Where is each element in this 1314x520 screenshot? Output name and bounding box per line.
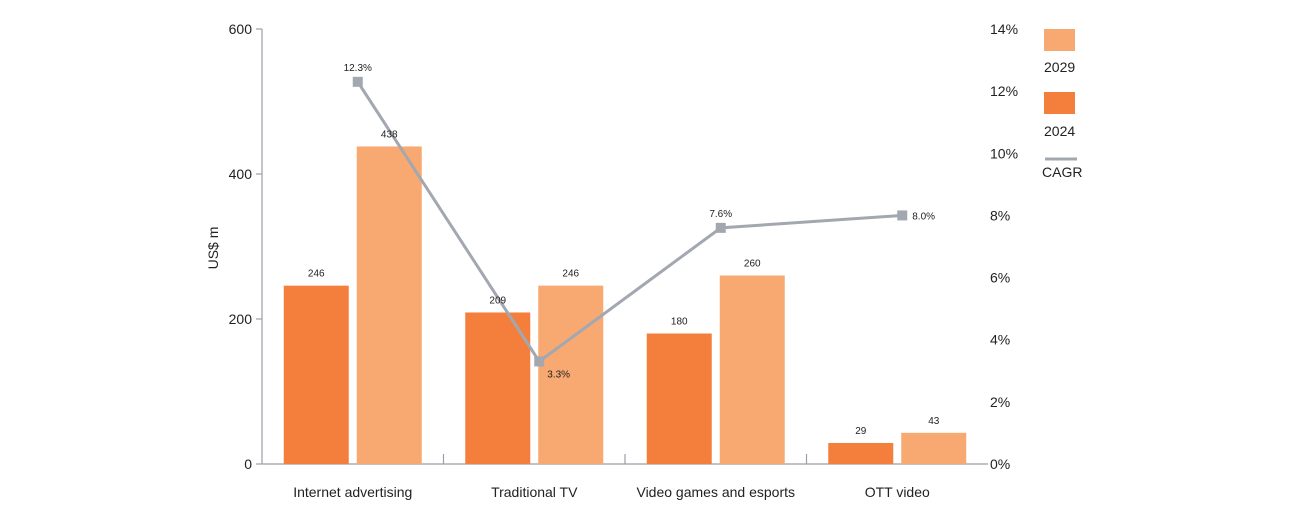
x-tick-label: Traditional TV [491, 484, 578, 500]
legend-label: 2024 [1044, 123, 1075, 139]
legend-swatch-2024 [1044, 92, 1075, 114]
x-tick-label: Internet advertising [293, 484, 412, 500]
cagr-line-layer [352, 76, 908, 367]
bar-2029 [538, 285, 604, 464]
bar-value-label: 29 [855, 426, 867, 437]
y2-tick-label: 4% [990, 332, 1010, 348]
y2-tick-label: 14% [990, 21, 1018, 37]
y2-tick-label: 6% [990, 270, 1010, 286]
cagr-line [356, 81, 903, 364]
bar-2024 [465, 312, 531, 464]
bar-value-label: 260 [744, 259, 761, 270]
bar-value-label: 246 [562, 269, 579, 280]
bar-2029 [719, 275, 785, 464]
y2-tick-label: 2% [990, 394, 1010, 410]
y-tick-label: 400 [229, 166, 253, 182]
cagr-value-label: 3.3% [547, 369, 570, 380]
bars [283, 146, 967, 464]
bar-2024 [283, 285, 349, 464]
y-axis-title: US$ m [205, 227, 221, 270]
bar-value-label: 180 [671, 317, 688, 328]
cagr-marker [352, 76, 363, 87]
cagr-value-label: 8.0% [912, 211, 935, 222]
y-tick-label: 0 [244, 456, 252, 472]
y2-tick-label: 12% [990, 83, 1018, 99]
bar-value-label: 438 [381, 129, 398, 140]
legend: 2029 2024 CAGR [1042, 29, 1082, 180]
bar-2029 [901, 432, 967, 464]
legend-swatch-2029 [1044, 29, 1075, 51]
bar-2024 [646, 333, 712, 464]
bar-value-label: 209 [489, 295, 506, 306]
bar-2024 [828, 442, 894, 464]
cagr-value-label: 7.6% [709, 209, 732, 220]
x-tick-label: OTT video [865, 484, 930, 500]
bar-value-label: 43 [928, 416, 940, 427]
cagr-marker [897, 210, 908, 221]
x-tick-label: Video games and esports [636, 484, 795, 500]
cagr-marker [715, 222, 726, 233]
legend-label: CAGR [1042, 164, 1082, 180]
y-tick-label: 200 [229, 311, 253, 327]
cagr-marker [534, 356, 545, 367]
y-tick-label: 600 [229, 21, 253, 37]
data-labels: 246 438 209 246 180 260 29 43 12.3% 3.3% 7.6% 8.0% [308, 63, 940, 437]
cagr-value-label: 12.3% [344, 63, 372, 74]
y2-tick-label: 0% [990, 456, 1010, 472]
bar-2029 [356, 146, 422, 464]
y2-tick-label: 8% [990, 207, 1010, 223]
axes: 0 200 400 600 0% 2% 4% 6% 8% 10% 12% 14% Internet ad… [229, 21, 1018, 500]
y2-tick-label: 10% [990, 145, 1018, 161]
legend-label: 2029 [1044, 59, 1075, 75]
bar-value-label: 246 [308, 269, 325, 280]
